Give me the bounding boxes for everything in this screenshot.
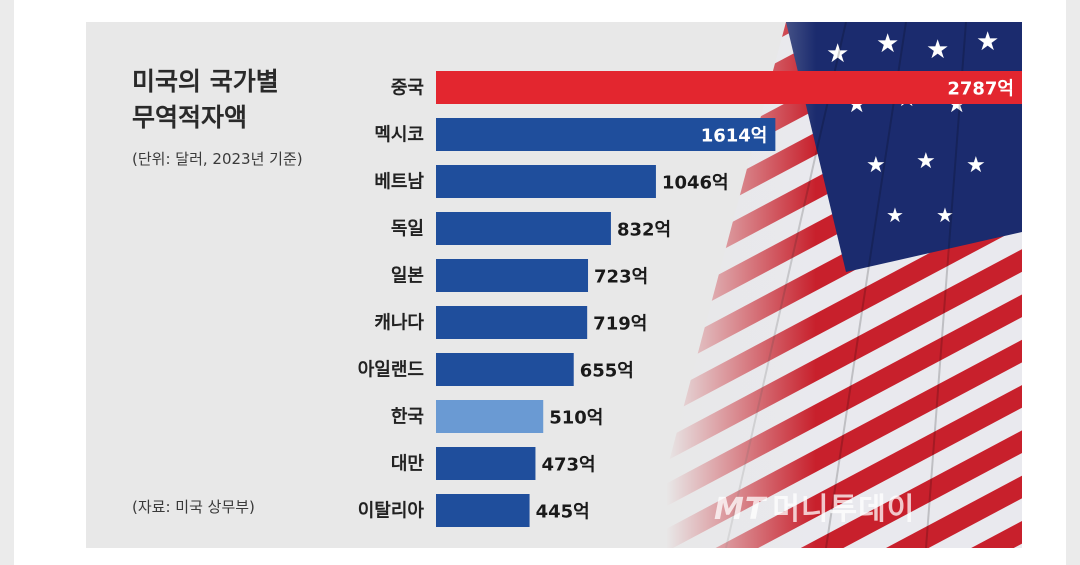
bar — [436, 165, 656, 198]
chart-card: ★ ★ ★ ★ ★ ★ ★ ★ ★ ★ ★ ★ ★ 미국의 국가 — [86, 22, 1022, 548]
value-label: 2787억 — [947, 79, 1014, 100]
value-label: 510억 — [549, 408, 603, 429]
image-frame: ★ ★ ★ ★ ★ ★ ★ ★ ★ ★ ★ ★ ★ 미국의 국가 — [14, 0, 1066, 565]
value-label: 719억 — [593, 314, 647, 335]
category-label: 대만 — [391, 454, 425, 475]
category-label: 중국 — [391, 78, 424, 99]
bar — [436, 306, 588, 339]
bar — [436, 212, 611, 245]
value-label: 832억 — [617, 220, 671, 241]
source-note: (자료: 미국 상무부) — [132, 498, 255, 516]
value-label: 1614억 — [701, 126, 768, 147]
value-label: 473억 — [541, 455, 595, 476]
category-label: 한국 — [391, 407, 424, 428]
value-label: 1046억 — [662, 173, 729, 194]
category-label: 일본 — [391, 266, 424, 287]
value-label: 655억 — [580, 361, 634, 382]
bar — [436, 118, 776, 151]
chart-title: 미국의 국가별 무역적자액 — [132, 64, 279, 136]
category-label: 아일랜드 — [358, 360, 424, 381]
bar — [436, 494, 530, 527]
category-label: 베트남 — [374, 172, 424, 193]
watermark-logo: MT — [714, 492, 767, 527]
watermark-text: 머니투데이 — [772, 492, 916, 527]
chart-subtitle: (단위: 달러, 2023년 기준) — [132, 150, 303, 168]
bar — [436, 71, 1022, 104]
chart-title-line1: 미국의 국가별 — [132, 67, 279, 96]
value-label: 723억 — [594, 267, 648, 288]
category-label: 이탈리아 — [358, 501, 425, 522]
bar — [436, 400, 544, 433]
category-label: 멕시코 — [374, 125, 424, 146]
category-label: 독일 — [391, 219, 424, 240]
chart-title-line2: 무역적자액 — [132, 103, 248, 132]
value-label: 445억 — [536, 502, 590, 523]
watermark: MT 머니투데이 — [714, 484, 915, 528]
bar — [436, 259, 589, 292]
bar — [436, 447, 536, 480]
category-label: 캐나다 — [374, 313, 424, 334]
bar — [436, 353, 574, 386]
